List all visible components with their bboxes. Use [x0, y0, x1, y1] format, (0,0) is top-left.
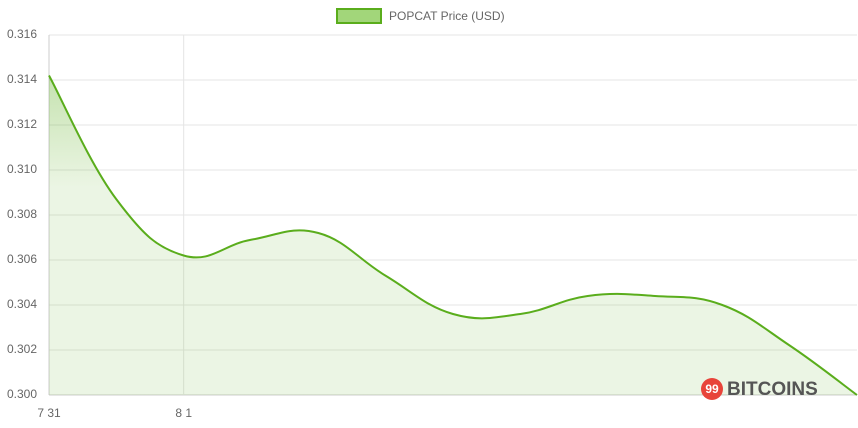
- area: [49, 75, 857, 395]
- line: [48, 75, 858, 396]
- legend-swatch: [336, 8, 382, 24]
- x-tick-label: 7 31: [37, 406, 61, 420]
- watermark: 99 BITCOINS: [701, 378, 818, 400]
- y-tick-label: 0.314: [7, 72, 37, 86]
- watermark-text: BITCOINS: [727, 379, 818, 400]
- y-tick-label: 0.306: [7, 252, 37, 266]
- legend-label: POPCAT Price (USD): [389, 9, 505, 23]
- y-tick-label: 0.302: [7, 342, 37, 356]
- watermark-badge: [701, 378, 723, 400]
- x-tick-label: 8 1: [175, 406, 192, 420]
- y-tick-label: 0.316: [7, 27, 37, 41]
- y-tick-label: 0.308: [7, 207, 37, 221]
- y-tick-label: 0.310: [7, 162, 37, 176]
- y-tick-label: 0.300: [7, 387, 37, 401]
- y-tick-label: 0.304: [7, 297, 37, 311]
- y-tick-label: 0.312: [7, 117, 37, 131]
- watermark-badge-text: 99: [705, 382, 719, 396]
